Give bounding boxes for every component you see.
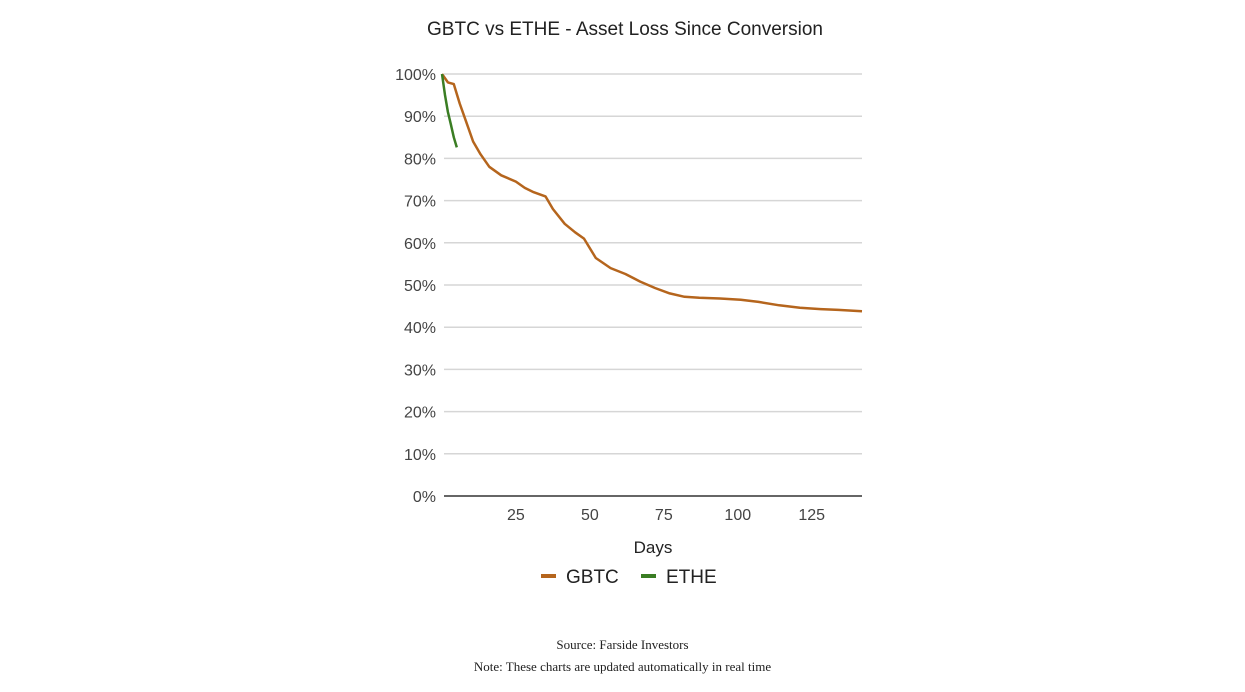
x-tick-label: 25 <box>507 507 525 524</box>
series-line-gbtc <box>440 73 863 313</box>
x-tick-label: 100 <box>724 507 751 524</box>
y-tick-label: 100% <box>395 67 436 84</box>
x-tick-label: 50 <box>581 507 599 524</box>
x-tick-label: 125 <box>798 507 825 524</box>
y-tick-label: 90% <box>404 109 436 126</box>
y-tick-label: 0% <box>413 489 436 506</box>
y-tick-label: 40% <box>404 320 436 337</box>
legend-label-ethe: ETHE <box>666 567 717 588</box>
y-tick-label: 10% <box>404 447 436 464</box>
series-line-ethe <box>440 73 458 148</box>
y-tick-label: 70% <box>404 194 436 211</box>
y-tick-label: 80% <box>404 151 436 168</box>
chart-title: GBTC vs ETHE - Asset Loss Since Conversi… <box>427 19 823 40</box>
x-axis-label: Days <box>634 538 673 557</box>
source-note: Source: Farside Investors <box>556 637 689 652</box>
y-tick-label: 60% <box>404 236 436 253</box>
x-tick-label: 75 <box>655 507 673 524</box>
y-tick-label: 30% <box>404 362 436 379</box>
y-tick-label: 50% <box>404 278 436 295</box>
update-note: Note: These charts are updated automatic… <box>473 659 772 674</box>
legend-label-gbtc: GBTC <box>566 567 619 588</box>
y-tick-label: 20% <box>404 405 436 422</box>
